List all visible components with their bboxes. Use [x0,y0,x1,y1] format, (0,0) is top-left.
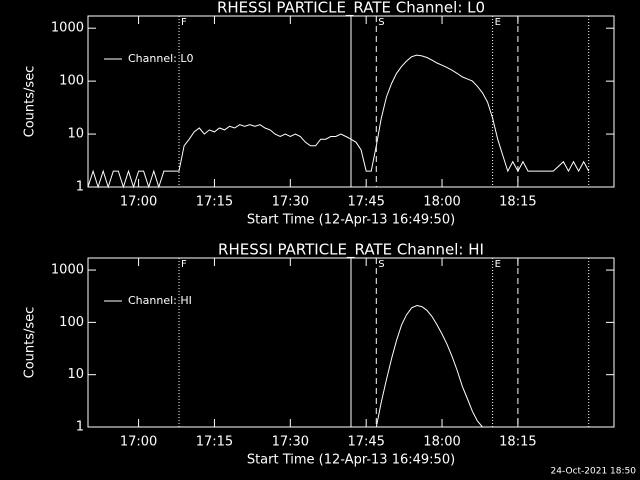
y-tick-label: 1000 [51,21,84,36]
y-tick-label: 1 [76,180,84,195]
series-line [87,54,590,189]
x-tick-label: 17:30 [272,435,309,450]
y-axis-label: Counts/sec [23,66,38,138]
x-tick-label: 17:00 [120,435,157,450]
x-tick-label: 17:15 [196,435,233,450]
legend-label: Channel: HI [128,294,192,307]
marker-label: E [495,17,501,28]
marker-label: E [495,259,501,270]
x-tick-label: 17:00 [120,195,157,210]
series-line [375,304,483,428]
x-axis-label: Start Time (12-Apr-13 16:49:50) [247,213,455,228]
chart-title: RHESSI PARTICLE_RATE Channel: HI [218,241,484,260]
y-tick-label: 100 [59,74,84,89]
x-axis-label: Start Time (12-Apr-13 16:49:50) [247,453,455,468]
x-tick-label: 17:45 [347,435,384,450]
x-tick-label: 18:00 [423,435,460,450]
y-tick-label: 10 [67,367,84,382]
chart-title: RHESSI PARTICLE_RATE Channel: L0 [217,0,485,18]
footer: 24-Oct-2021 18:50 [551,467,637,477]
x-tick-label: 18:15 [499,435,536,450]
x-tick-label: 18:00 [423,195,460,210]
y-tick-label: 10 [67,127,84,142]
legend-label: Channel: L0 [128,52,194,65]
y-tick-label: 100 [59,315,84,330]
marker-label: S [378,17,384,28]
x-tick-label: 17:45 [347,195,384,210]
x-tick-label: 17:30 [272,195,309,210]
marker-label: F [181,259,187,270]
x-tick-label: 18:15 [499,195,536,210]
x-tick-label: 17:15 [196,195,233,210]
y-tick-label: 1000 [51,263,84,278]
y-tick-label: 1 [76,420,84,435]
marker-label: S [378,259,384,270]
y-axis-label: Counts/sec [23,307,38,379]
marker-label: F [181,17,187,28]
